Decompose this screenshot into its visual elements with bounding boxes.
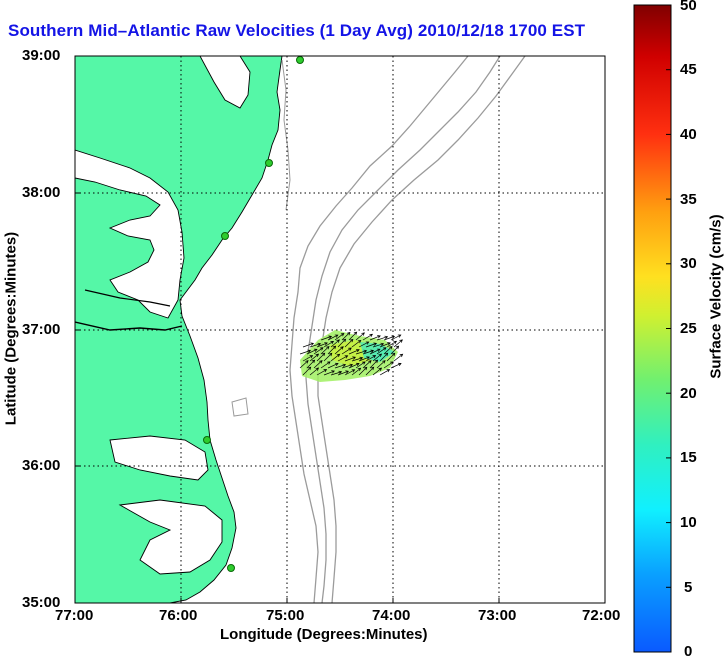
y-tick-label: 39:00 [22,47,60,64]
colorbar-tick-label: 50 [680,0,697,14]
colorbar-tick-label: 35 [680,191,697,208]
colorbar-tick-label: 25 [680,320,697,337]
colorbar [634,5,671,652]
colorbar-label: Surface Velocity (cm/s) [708,197,724,397]
x-tick-label: 76:00 [159,607,197,624]
x-tick-label: 75:00 [266,607,304,624]
colorbar-tick-label: 10 [680,514,697,531]
colorbar-tick-label: 20 [680,385,697,402]
colorbar-tick-label: 5 [684,579,692,596]
colorbar-tick-label: 40 [680,126,697,143]
radar-station [297,57,304,64]
radar-station [222,233,229,240]
y-tick-label: 36:00 [22,457,60,474]
y-axis-label: Latitude (Degrees:Minutes) [3,224,20,434]
y-tick-label: 38:00 [22,184,60,201]
colorbar-tick-label: 30 [680,255,697,272]
colorbar-tick-label: 15 [680,449,697,466]
x-axis-label: Longitude (Degrees:Minutes) [220,626,428,643]
x-tick-label: 74:00 [372,607,410,624]
colorbar-tick-label: 45 [680,61,697,78]
colorbar-tick-label: 0 [684,643,692,660]
radar-station [204,437,211,444]
x-tick-label: 72:00 [582,607,620,624]
x-tick-label: 77:00 [55,607,93,624]
y-tick-label: 37:00 [22,321,60,338]
radar-station [266,160,273,167]
radar-station [228,565,235,572]
x-tick-label: 73:00 [478,607,516,624]
